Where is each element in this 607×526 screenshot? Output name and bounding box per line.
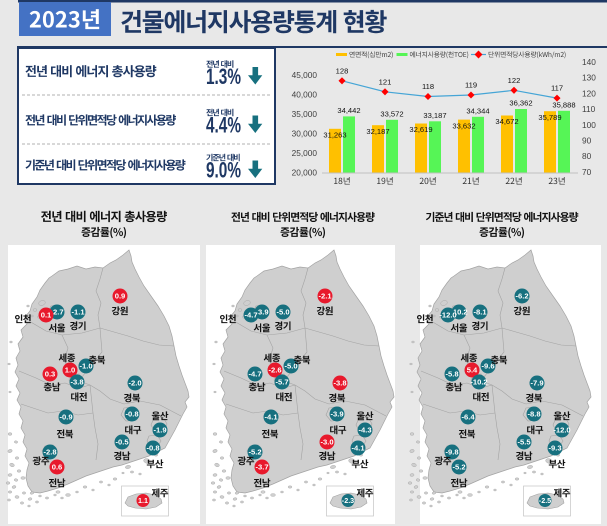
svg-text:-3.9: -3.9 bbox=[330, 410, 343, 419]
svg-text:-0.8: -0.8 bbox=[125, 410, 138, 419]
svg-text:-2.0: -2.0 bbox=[128, 379, 141, 388]
svg-text:20,000: 20,000 bbox=[292, 167, 318, 177]
svg-text:-8.1: -8.1 bbox=[473, 308, 487, 317]
svg-text:35,000: 35,000 bbox=[292, 109, 318, 119]
svg-text:-6.4: -6.4 bbox=[461, 413, 475, 422]
svg-text:-5.2: -5.2 bbox=[248, 448, 261, 457]
svg-text:-9.3: -9.3 bbox=[548, 444, 561, 453]
svg-text:-5.0: -5.0 bbox=[284, 362, 297, 371]
svg-text:31,263: 31,263 bbox=[323, 130, 346, 139]
svg-text:122: 122 bbox=[508, 76, 521, 85]
svg-text:-4.7: -4.7 bbox=[244, 311, 257, 320]
svg-text:25,000: 25,000 bbox=[292, 148, 318, 158]
svg-text:-2.1: -2.1 bbox=[318, 292, 332, 301]
svg-text:-7.9: -7.9 bbox=[530, 379, 543, 388]
svg-text:-6.2: -6.2 bbox=[515, 292, 528, 301]
svg-text:70: 70 bbox=[582, 167, 592, 177]
svg-text:0.3: 0.3 bbox=[45, 370, 56, 379]
svg-text:-3.8: -3.8 bbox=[333, 379, 346, 388]
svg-text:34,344: 34,344 bbox=[466, 106, 489, 115]
svg-text:1.0: 1.0 bbox=[65, 366, 76, 375]
svg-text:120: 120 bbox=[582, 88, 596, 98]
svg-text:40,000: 40,000 bbox=[292, 89, 318, 99]
svg-text:36,362: 36,362 bbox=[509, 98, 532, 107]
svg-text:110: 110 bbox=[582, 104, 596, 114]
svg-text:-2.3: -2.3 bbox=[342, 496, 354, 505]
svg-text:-1.9: -1.9 bbox=[153, 426, 166, 435]
svg-text:0.6: 0.6 bbox=[52, 463, 63, 472]
svg-text:1.3%: 1.3% bbox=[206, 64, 241, 89]
svg-text:-5.7: -5.7 bbox=[275, 378, 288, 387]
svg-text:1.1: 1.1 bbox=[138, 496, 148, 505]
svg-text:9.0%: 9.0% bbox=[206, 158, 241, 183]
svg-text:30,000: 30,000 bbox=[292, 128, 318, 138]
svg-text:34,442: 34,442 bbox=[337, 106, 360, 115]
svg-text:-5.0: -5.0 bbox=[276, 308, 289, 317]
svg-text:128: 128 bbox=[336, 66, 349, 75]
svg-text:-12.0: -12.0 bbox=[553, 426, 570, 435]
svg-text:90: 90 bbox=[582, 136, 592, 146]
svg-text:100: 100 bbox=[582, 120, 596, 130]
svg-text:-2.5: -2.5 bbox=[539, 496, 551, 505]
svg-text:117: 117 bbox=[551, 84, 563, 93]
svg-text:-9.6: -9.6 bbox=[481, 362, 494, 371]
svg-text:33,572: 33,572 bbox=[380, 109, 403, 118]
svg-text:0.1: 0.1 bbox=[41, 311, 52, 320]
svg-text:-4.7: -4.7 bbox=[248, 370, 261, 379]
svg-text:-3.8: -3.8 bbox=[70, 378, 83, 387]
svg-text:-10.2: -10.2 bbox=[450, 308, 467, 317]
svg-text:-0.8: -0.8 bbox=[146, 444, 159, 453]
svg-text:32,187: 32,187 bbox=[366, 127, 389, 136]
svg-text:-4.1: -4.1 bbox=[351, 444, 365, 453]
svg-text:-10.2: -10.2 bbox=[470, 378, 487, 387]
svg-text:118: 118 bbox=[422, 82, 434, 91]
svg-text:-0.5: -0.5 bbox=[115, 438, 129, 447]
svg-text:-12.0: -12.0 bbox=[439, 311, 456, 320]
svg-text:35,888: 35,888 bbox=[552, 100, 575, 109]
svg-text:-2.7: -2.7 bbox=[50, 308, 63, 317]
svg-text:-8.8: -8.8 bbox=[527, 410, 540, 419]
svg-text:-5.5: -5.5 bbox=[517, 438, 531, 447]
svg-text:-3.0: -3.0 bbox=[320, 438, 333, 447]
svg-text:130: 130 bbox=[582, 73, 596, 83]
svg-text:34,672: 34,672 bbox=[495, 117, 518, 126]
svg-text:-2.6: -2.6 bbox=[268, 366, 281, 375]
svg-text:33,187: 33,187 bbox=[423, 111, 446, 120]
svg-text:-9.8: -9.8 bbox=[445, 448, 458, 457]
svg-text:-5.8: -5.8 bbox=[445, 370, 458, 379]
svg-text:-4.1: -4.1 bbox=[264, 413, 278, 422]
svg-text:140: 140 bbox=[582, 57, 596, 67]
svg-text:80: 80 bbox=[582, 151, 592, 161]
svg-text:-3.9: -3.9 bbox=[255, 308, 268, 317]
svg-text:-5.2: -5.2 bbox=[452, 463, 465, 472]
svg-text:45,000: 45,000 bbox=[292, 70, 318, 80]
svg-text:32,619: 32,619 bbox=[409, 125, 432, 134]
svg-text:0.9: 0.9 bbox=[115, 292, 126, 301]
svg-text:35,789: 35,789 bbox=[538, 113, 561, 122]
svg-text:119: 119 bbox=[465, 80, 477, 89]
svg-text:-4.3: -4.3 bbox=[358, 426, 371, 435]
svg-text:-0.9: -0.9 bbox=[59, 413, 72, 422]
svg-text:33,632: 33,632 bbox=[452, 121, 475, 130]
svg-text:4.4%: 4.4% bbox=[206, 113, 241, 138]
svg-text:-2.8: -2.8 bbox=[43, 448, 56, 457]
svg-text:-3.7: -3.7 bbox=[255, 463, 268, 472]
svg-text:5.4: 5.4 bbox=[467, 366, 478, 375]
svg-text:-1.0: -1.0 bbox=[79, 362, 92, 371]
svg-text:121: 121 bbox=[379, 77, 392, 86]
svg-text:-1.1: -1.1 bbox=[71, 308, 85, 317]
